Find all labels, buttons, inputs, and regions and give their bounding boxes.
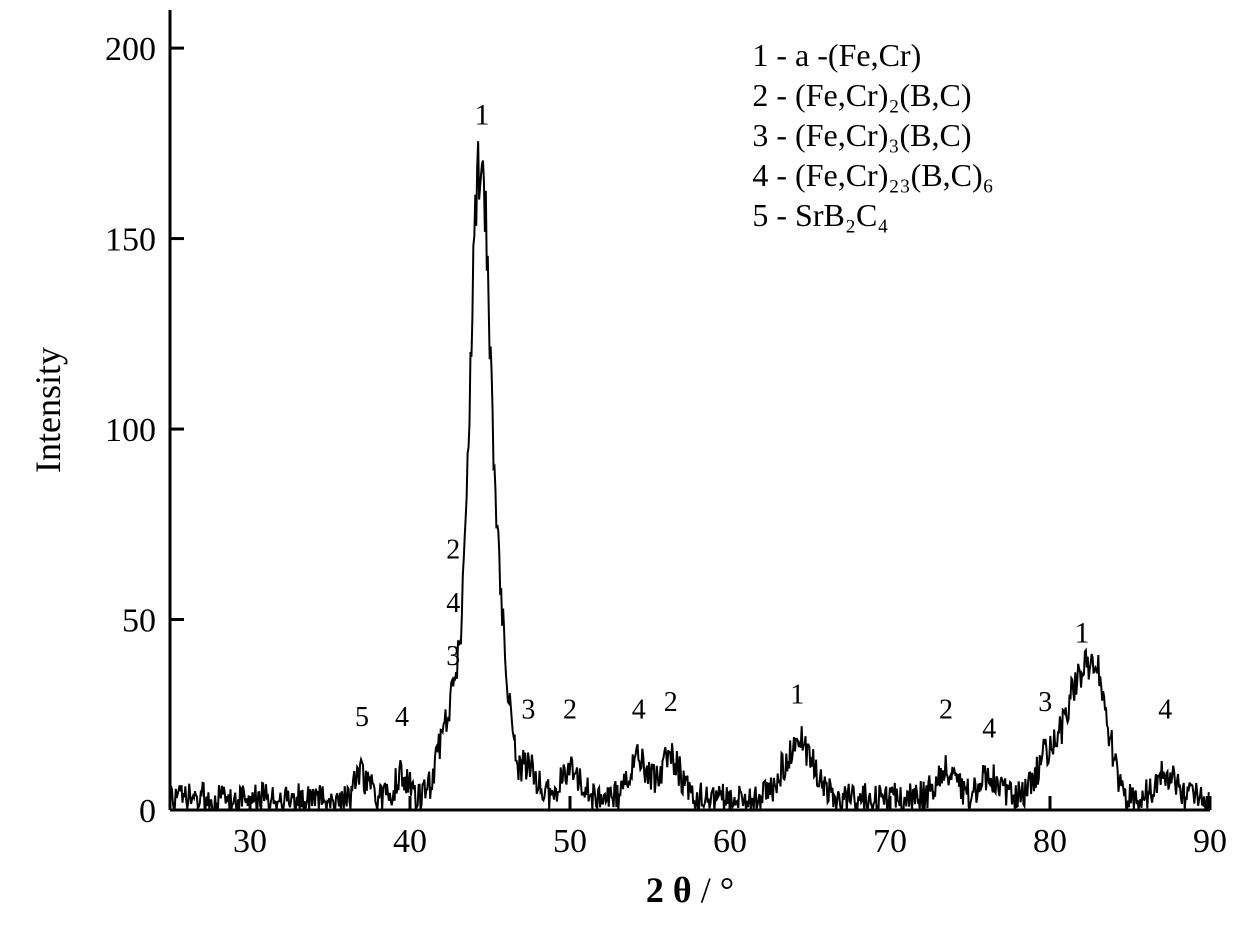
y-tick-label: 200 bbox=[105, 31, 156, 68]
x-tick-label: 60 bbox=[713, 823, 747, 860]
peak-label: 3 bbox=[1038, 687, 1052, 718]
legend-item: 4 - (Fe,Cr)₂₃(B,C)₆ bbox=[752, 157, 993, 193]
y-tick-label: 0 bbox=[139, 793, 156, 830]
peak-label: 4 bbox=[395, 702, 409, 733]
x-tick-label: 70 bbox=[873, 823, 907, 860]
peak-label: 2 bbox=[563, 695, 577, 726]
legend-item: 2 - (Fe,Cr)₂(B,C) bbox=[752, 77, 971, 113]
legend-item: 3 - (Fe,Cr)₃(B,C) bbox=[752, 117, 971, 153]
peak-label: 4 bbox=[1158, 695, 1172, 726]
y-axis-label: Intensity bbox=[28, 347, 68, 473]
x-axis-label: 2 θ / ° bbox=[646, 870, 734, 910]
peak-label: 2 bbox=[939, 695, 953, 726]
y-tick-label: 50 bbox=[122, 602, 156, 639]
y-tick-label: 150 bbox=[105, 221, 156, 258]
x-tick-label: 40 bbox=[393, 823, 427, 860]
legend-item: 5 - SrB₂C₄ bbox=[752, 197, 888, 233]
peak-label: 1 bbox=[790, 679, 804, 710]
x-tick-label: 80 bbox=[1033, 823, 1067, 860]
peak-label: 3 bbox=[521, 695, 535, 726]
peak-label: 4 bbox=[982, 714, 996, 745]
peak-label: 1 bbox=[1075, 616, 1090, 649]
peak-label: 4 bbox=[632, 695, 646, 726]
x-tick-label: 90 bbox=[1193, 823, 1227, 860]
peak-label: 2 bbox=[446, 535, 460, 566]
peak-label: 2 bbox=[664, 687, 678, 718]
xrd-trace bbox=[170, 141, 1210, 810]
peak-label: 5 bbox=[355, 702, 369, 733]
xrd-chart: 30 40 50 60 70 80 90 0 50 100 150 200 2 θ / ° Intensi… bbox=[0, 0, 1240, 933]
x-tick-label: 30 bbox=[233, 823, 267, 860]
peak-label: 3 bbox=[446, 641, 460, 672]
x-tick-label: 50 bbox=[553, 823, 587, 860]
peak-label: 4 bbox=[446, 588, 460, 619]
chart-svg: 30 40 50 60 70 80 90 0 50 100 150 200 2 θ / ° Intensi… bbox=[0, 0, 1240, 933]
legend-item: 1 - a -(Fe,Cr) bbox=[752, 37, 921, 73]
peak-label: 1 bbox=[475, 98, 490, 131]
y-tick-label: 100 bbox=[105, 412, 156, 449]
